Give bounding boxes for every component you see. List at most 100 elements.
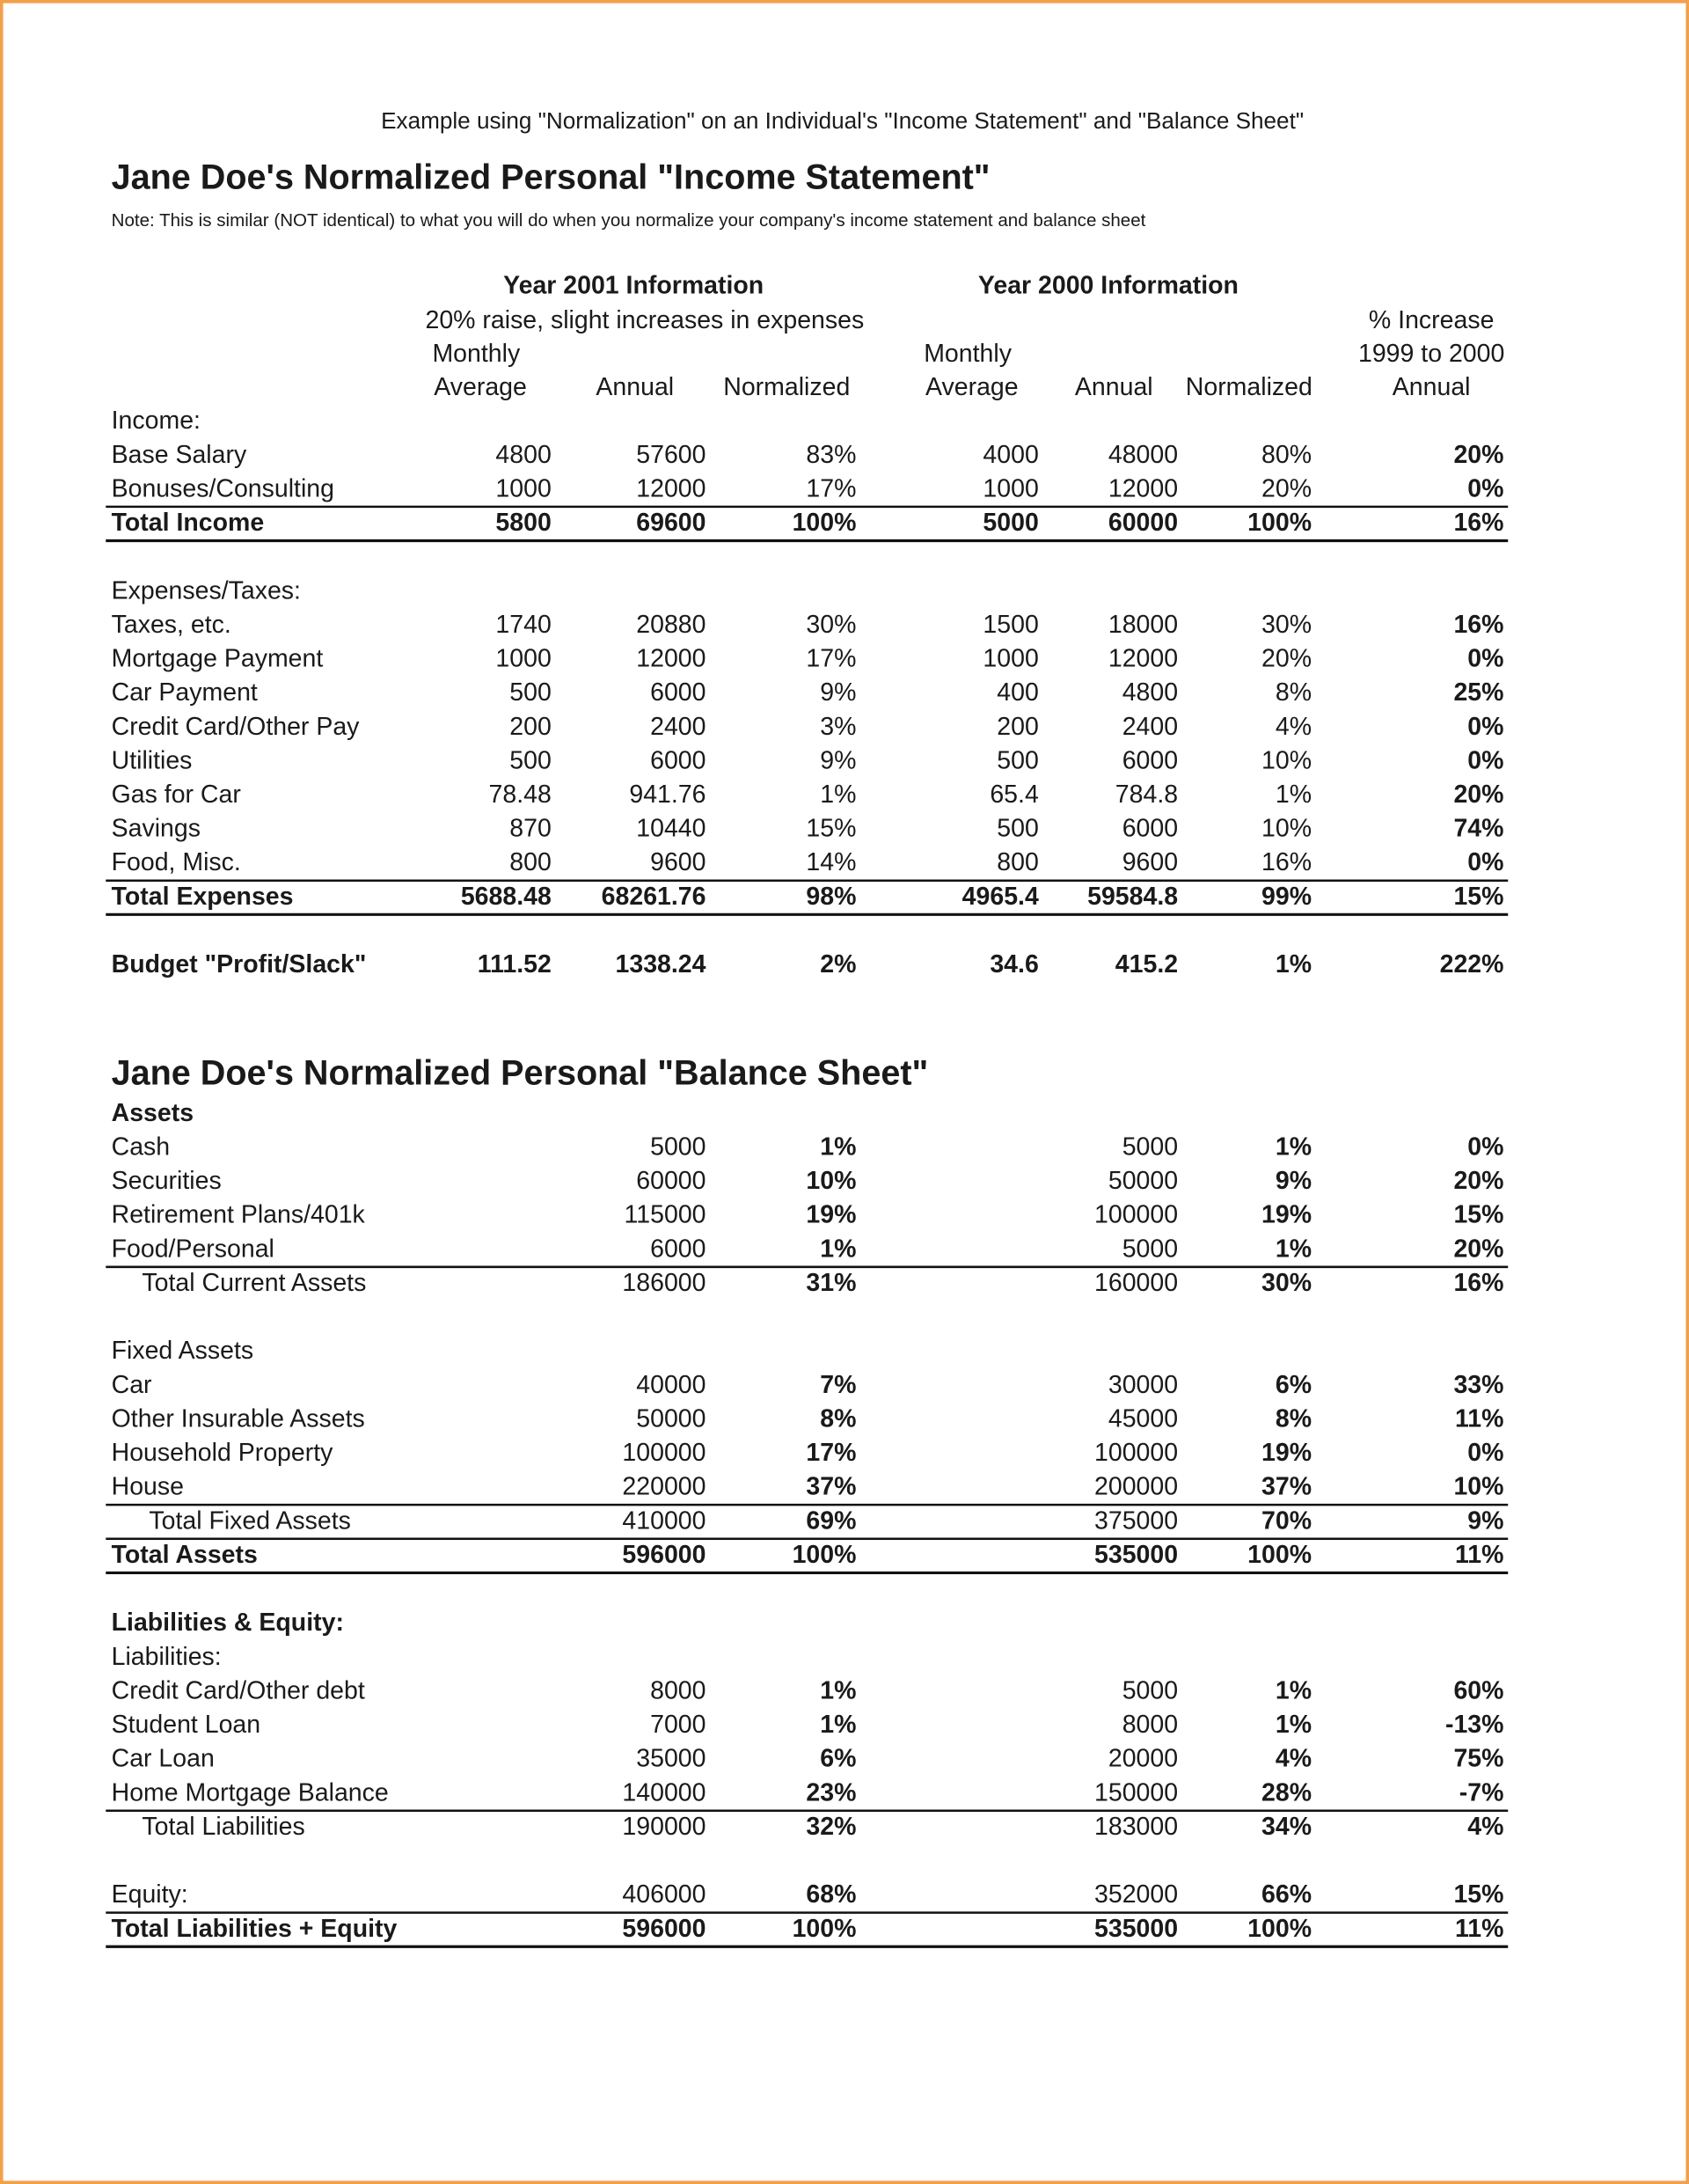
cell: 5000 xyxy=(983,509,1038,537)
row-label: Student Loan xyxy=(112,1711,260,1739)
row-label: Total Income xyxy=(112,509,265,537)
row-label: Total Expenses xyxy=(112,883,294,911)
cell: 100% xyxy=(1247,1541,1312,1569)
cell: 18000 xyxy=(1108,611,1178,639)
cell: 19% xyxy=(1261,1439,1312,1467)
cell: 200 xyxy=(509,713,552,741)
note: Note: This is similar (NOT identical) to… xyxy=(112,210,1146,231)
cell: 111.52 xyxy=(478,950,552,978)
cell: 0% xyxy=(1467,1132,1503,1161)
column-header: Year 2001 Information xyxy=(503,272,764,300)
column-header: Annual xyxy=(596,373,674,401)
cell: 500 xyxy=(509,678,552,707)
cell: 100000 xyxy=(1094,1439,1178,1467)
row-label: Liabilities & Equity: xyxy=(112,1609,344,1637)
cell: 1% xyxy=(1276,1132,1312,1161)
cell: 20% xyxy=(1261,645,1312,673)
row-label: Base Salary xyxy=(112,441,247,469)
cell: 100% xyxy=(793,1915,857,1943)
cell: 80% xyxy=(1261,441,1312,469)
row-label: Car Loan xyxy=(112,1745,215,1773)
cell: 20% xyxy=(1261,474,1312,502)
row-label: House xyxy=(112,1473,184,1501)
cell: 6% xyxy=(820,1745,856,1773)
cell: 6000 xyxy=(1122,815,1178,843)
cell: 31% xyxy=(806,1269,856,1297)
cell: 65.4 xyxy=(990,781,1038,809)
cell: 4% xyxy=(1467,1813,1503,1841)
cell: 375000 xyxy=(1094,1506,1178,1535)
cell: 25% xyxy=(1453,678,1503,707)
cell: 7% xyxy=(820,1371,856,1399)
cell: 0% xyxy=(1467,474,1503,502)
cell: 30% xyxy=(1261,1269,1312,1297)
cell: 12000 xyxy=(636,474,706,502)
cell: 9600 xyxy=(650,848,706,876)
row-label: Food/Personal xyxy=(112,1235,274,1263)
cell: 20% xyxy=(1453,1235,1503,1263)
cell: 200 xyxy=(997,713,1039,741)
cell: 410000 xyxy=(622,1506,706,1535)
cell: 9% xyxy=(820,746,856,774)
row-label: Other Insurable Assets xyxy=(112,1404,365,1433)
cell: 100000 xyxy=(622,1439,706,1467)
cell: 9% xyxy=(1467,1506,1503,1535)
cell: 0% xyxy=(1467,848,1503,876)
cell: 1% xyxy=(1276,1235,1312,1263)
cell: 12000 xyxy=(1108,645,1178,673)
cell: 98% xyxy=(806,883,856,911)
row-label: Car xyxy=(112,1371,152,1399)
cell: 10% xyxy=(1453,1473,1503,1501)
cell: 0% xyxy=(1467,713,1503,741)
row-label: Total Assets xyxy=(112,1541,258,1569)
cell: 1% xyxy=(1276,950,1312,978)
column-header: Average xyxy=(925,373,1019,401)
cell: 30000 xyxy=(1108,1371,1178,1399)
row-label: Total Liabilities + Equity xyxy=(112,1915,398,1943)
cell: 5000 xyxy=(1122,1235,1178,1263)
cell: 8% xyxy=(1276,1404,1312,1433)
cell: 10440 xyxy=(636,815,706,843)
row-label: Expenses/Taxes: xyxy=(112,576,301,605)
cell: 11% xyxy=(1455,1541,1503,1569)
cell: 8% xyxy=(1276,678,1312,707)
column-header: Normalized xyxy=(723,373,850,401)
cell: 16% xyxy=(1453,1269,1503,1297)
cell: 0% xyxy=(1467,746,1503,774)
cell: 535000 xyxy=(1094,1541,1178,1569)
row-label: Budget "Profit/Slack" xyxy=(112,950,367,978)
cell: 15% xyxy=(1453,883,1503,911)
row-label: Utilities xyxy=(112,746,193,774)
cell: 4000 xyxy=(983,441,1038,469)
cell: 400 xyxy=(997,678,1039,707)
cell: 100000 xyxy=(1094,1201,1178,1229)
cell: 406000 xyxy=(622,1880,706,1909)
cell: 6000 xyxy=(650,678,706,707)
row-label: Taxes, etc. xyxy=(112,611,231,639)
cell: 115000 xyxy=(625,1201,706,1229)
row-label: Household Property xyxy=(112,1439,334,1467)
cell: 11% xyxy=(1455,1404,1503,1433)
cell: 183000 xyxy=(1094,1813,1178,1841)
cell: 74% xyxy=(1453,815,1503,843)
cell: 1740 xyxy=(495,611,551,639)
row-label: Gas for Car xyxy=(112,781,242,809)
cell: 5000 xyxy=(650,1132,706,1161)
cell: 6000 xyxy=(1122,746,1178,774)
column-header: Average xyxy=(434,373,527,401)
row-label: Total Liabilities xyxy=(142,1813,304,1841)
cell: 941.76 xyxy=(629,781,706,809)
cell: 6000 xyxy=(650,1235,706,1263)
cell: 15% xyxy=(1453,1201,1503,1229)
cell: 100% xyxy=(1247,1915,1312,1943)
column-header: Monthly xyxy=(924,340,1012,368)
cell: 59584.8 xyxy=(1087,883,1178,911)
cell: 5800 xyxy=(495,509,551,537)
cell: 2% xyxy=(820,950,856,978)
cell: 800 xyxy=(509,848,552,876)
cell: 11% xyxy=(1455,1915,1503,1943)
row-label: Total Current Assets xyxy=(142,1269,366,1297)
cell: 68261.76 xyxy=(602,883,706,911)
